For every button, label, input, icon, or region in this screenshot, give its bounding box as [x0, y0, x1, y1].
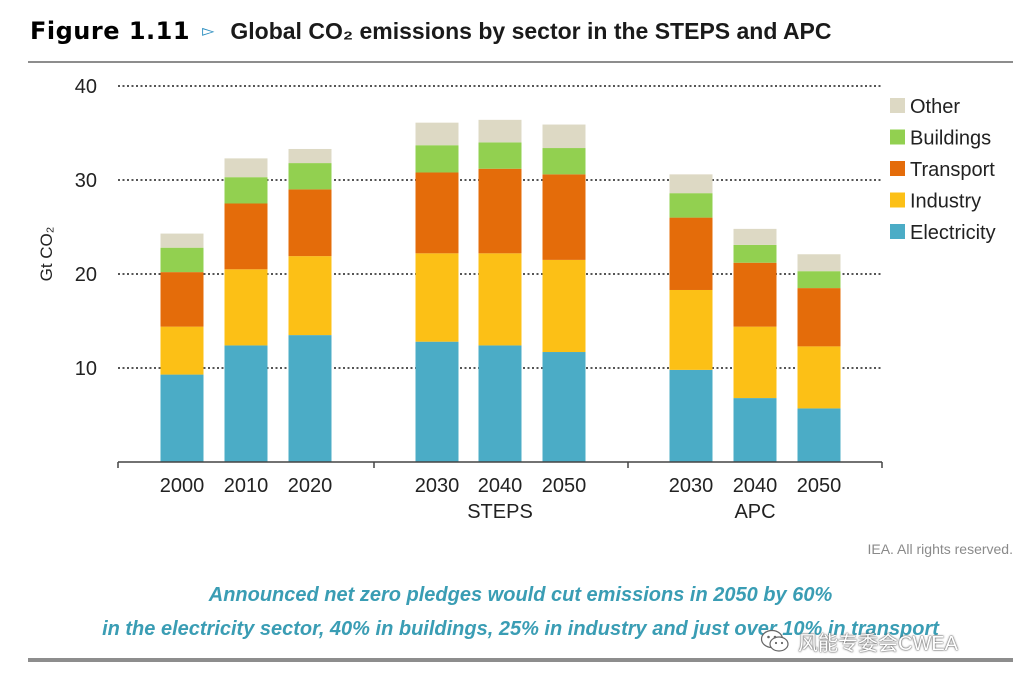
bar-industry-1 [160, 326, 204, 375]
bar-industry-8 [733, 326, 777, 399]
bar-transport-6 [542, 174, 586, 260]
group-label-steps: STEPS [467, 501, 533, 523]
bar-industry-5 [478, 253, 522, 346]
legend-label-other: Other [910, 96, 960, 118]
bar-other-5 [478, 119, 522, 143]
x-tick-label-9: 2050 [797, 475, 842, 497]
bar-buildings-2 [224, 177, 268, 204]
bar-transport-7 [669, 217, 713, 290]
bar-transport-2 [224, 203, 268, 270]
bar-other-4 [415, 122, 459, 146]
bar-transport-1 [160, 272, 204, 327]
bar-buildings-1 [160, 247, 204, 273]
triangle-arrow-icon: ▻ [202, 23, 215, 40]
bar-industry-7 [669, 289, 713, 370]
bar-electricity-2 [224, 345, 268, 462]
bar-buildings-5 [478, 142, 522, 169]
bar-electricity-6 [542, 352, 586, 462]
bar-industry-4 [415, 253, 459, 342]
bar-electricity-1 [160, 374, 204, 462]
x-tick-label-3: 2020 [288, 475, 333, 497]
bar-transport-4 [415, 172, 459, 254]
y-tick-label-30: 30 [75, 170, 97, 192]
watermark-text: 风能专委会CWEA [798, 632, 958, 655]
figure-label: Figure 1.11 [30, 17, 191, 45]
bar-other-9 [797, 254, 841, 272]
bar-transport-8 [733, 262, 777, 327]
y-tick-label-40: 40 [75, 76, 97, 98]
bar-buildings-7 [669, 193, 713, 218]
x-tick-label-2: 2010 [224, 475, 269, 497]
title-divider [28, 61, 1013, 63]
x-tick-label-4: 2030 [415, 475, 460, 497]
figure-title-row: Figure 1.11 ▻ Global CO₂ emissions by se… [30, 14, 832, 48]
bar-other-3 [288, 148, 332, 164]
watermark: 风能专委会CWEA [760, 626, 958, 656]
y-axis-label: Gt CO₂ [37, 227, 56, 282]
legend-label-industry: Industry [910, 191, 981, 213]
x-tick-label-6: 2050 [542, 475, 587, 497]
caption-line-1: Announced net zero pledges would cut emi… [208, 584, 833, 606]
bar-electricity-7 [669, 369, 713, 462]
bar-other-6 [542, 124, 586, 149]
bar-buildings-9 [797, 271, 841, 289]
bar-industry-2 [224, 269, 268, 346]
bottom-divider [28, 658, 1013, 662]
bar-other-7 [669, 174, 713, 194]
legend-swatch-other [890, 98, 905, 113]
bar-buildings-4 [415, 145, 459, 173]
bar-buildings-3 [288, 163, 332, 190]
x-tick-label-1: 2000 [160, 475, 205, 497]
x-tick-label-7: 2030 [669, 475, 714, 497]
bar-other-8 [733, 228, 777, 245]
bar-transport-5 [478, 168, 522, 254]
y-tick-label-10: 10 [75, 358, 97, 380]
legend-swatch-buildings [890, 129, 905, 145]
bar-industry-6 [542, 259, 586, 353]
x-tick-label-5: 2040 [478, 475, 523, 497]
caption-line-2: in the electricity sector, 40% in buildi… [102, 618, 939, 640]
figure-title: Global CO₂ emissions by sector in the ST… [230, 17, 832, 44]
bar-electricity-5 [478, 345, 522, 462]
bar-other-1 [160, 233, 204, 248]
group-label-apc: APC [734, 501, 775, 523]
bar-electricity-9 [797, 408, 841, 462]
legend-label-transport: Transport [910, 159, 995, 181]
legend-swatch-industry [890, 192, 905, 208]
bar-industry-9 [797, 346, 841, 409]
x-tick-label-8: 2040 [733, 475, 778, 497]
bar-electricity-4 [415, 341, 459, 462]
legend-label-buildings: Buildings [910, 128, 991, 150]
credit-note: IEA. All rights reserved. [867, 541, 1013, 557]
bar-buildings-8 [733, 244, 777, 263]
bar-transport-3 [288, 189, 332, 257]
bar-electricity-8 [733, 398, 777, 462]
legend-swatch-transport [890, 161, 905, 176]
legend-label-electricity: Electricity [910, 222, 996, 244]
wechat-icon [760, 629, 789, 652]
y-tick-label-20: 20 [75, 264, 97, 286]
bar-other-2 [224, 158, 268, 178]
bar-electricity-3 [288, 335, 332, 462]
bar-industry-3 [288, 256, 332, 336]
bar-buildings-6 [542, 148, 586, 175]
bar-transport-9 [797, 288, 841, 347]
legend-swatch-electricity [890, 224, 905, 239]
